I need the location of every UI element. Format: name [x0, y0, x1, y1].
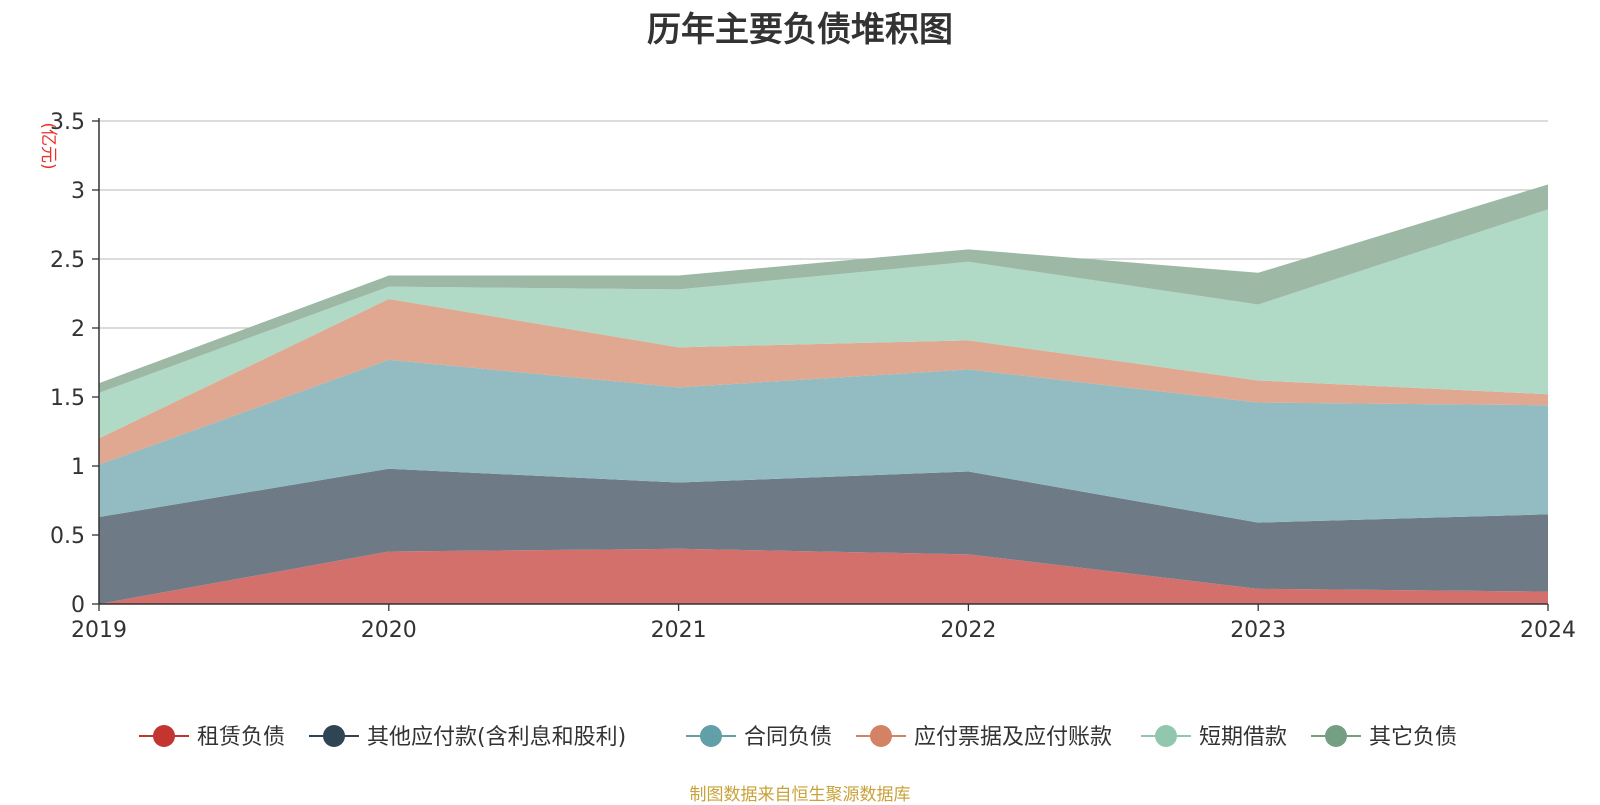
x-tick-label: 2022: [940, 618, 996, 643]
legend-label: 应付票据及应付账款: [914, 725, 1112, 750]
x-tick-label: 2023: [1230, 618, 1286, 643]
y-tick-label: 0: [71, 593, 85, 618]
y-tick-label: 0.5: [50, 524, 85, 549]
axis-layer: 0 0.5 1 1.5 2 2.5 3 3.5 2019 2020 2021 2022 2023 2024: [50, 110, 1576, 643]
legend-item-2[interactable]: 其他应付款(含利息和股利): [309, 725, 626, 750]
area-series-1: [99, 548, 1548, 604]
legend-item-4[interactable]: 应付票据及应付账款: [856, 725, 1112, 750]
legend-label: 短期借款: [1199, 725, 1287, 750]
area-series-5: [99, 209, 1548, 439]
legend-item-1[interactable]: 租赁负债: [139, 725, 285, 750]
area-series-6: [99, 184, 1548, 393]
y-tick-label: 1.5: [50, 386, 85, 411]
x-tick-label: 2019: [71, 618, 127, 643]
chart-title: 历年主要负债堆积图: [647, 10, 953, 50]
y-tick-label: 3: [71, 179, 85, 204]
legend-label: 其它负债: [1369, 725, 1457, 750]
legend-marker: [1155, 725, 1177, 747]
y-tick-label: 1: [71, 455, 85, 480]
legend-label: 租赁负债: [197, 725, 285, 750]
area-series-4: [99, 299, 1548, 465]
x-tick-label: 2021: [651, 618, 707, 643]
x-tick-label: 2024: [1520, 618, 1576, 643]
legend-layer: 租赁负债 其他应付款(含利息和股利) 合同负债 应付票据及应付账款 短期借款 其它负债: [139, 725, 1457, 750]
data-source-footer: 制图数据来自恒生聚源数据库: [689, 785, 911, 805]
legend-label: 其他应付款(含利息和股利): [367, 725, 626, 750]
y-axis-unit-label: (亿元): [38, 122, 58, 169]
legend-marker: [1325, 725, 1347, 747]
legend-item-3[interactable]: 合同负债: [686, 725, 832, 750]
area-series-3: [99, 359, 1548, 523]
y-tick-label: 2.5: [50, 248, 85, 273]
x-tick-label: 2020: [361, 618, 417, 643]
legend-item-6[interactable]: 其它负债: [1311, 725, 1457, 750]
y-tick-label: 3.5: [50, 110, 85, 135]
legend-item-5[interactable]: 短期借款: [1141, 725, 1287, 750]
legend-marker: [323, 725, 345, 747]
legend-label: 合同负债: [744, 725, 832, 750]
legend-marker: [870, 725, 892, 747]
y-tick-label: 2: [71, 317, 85, 342]
area-layer: [99, 184, 1548, 604]
area-series-2: [99, 468, 1548, 604]
legend-marker: [700, 725, 722, 747]
legend-marker: [153, 725, 175, 747]
